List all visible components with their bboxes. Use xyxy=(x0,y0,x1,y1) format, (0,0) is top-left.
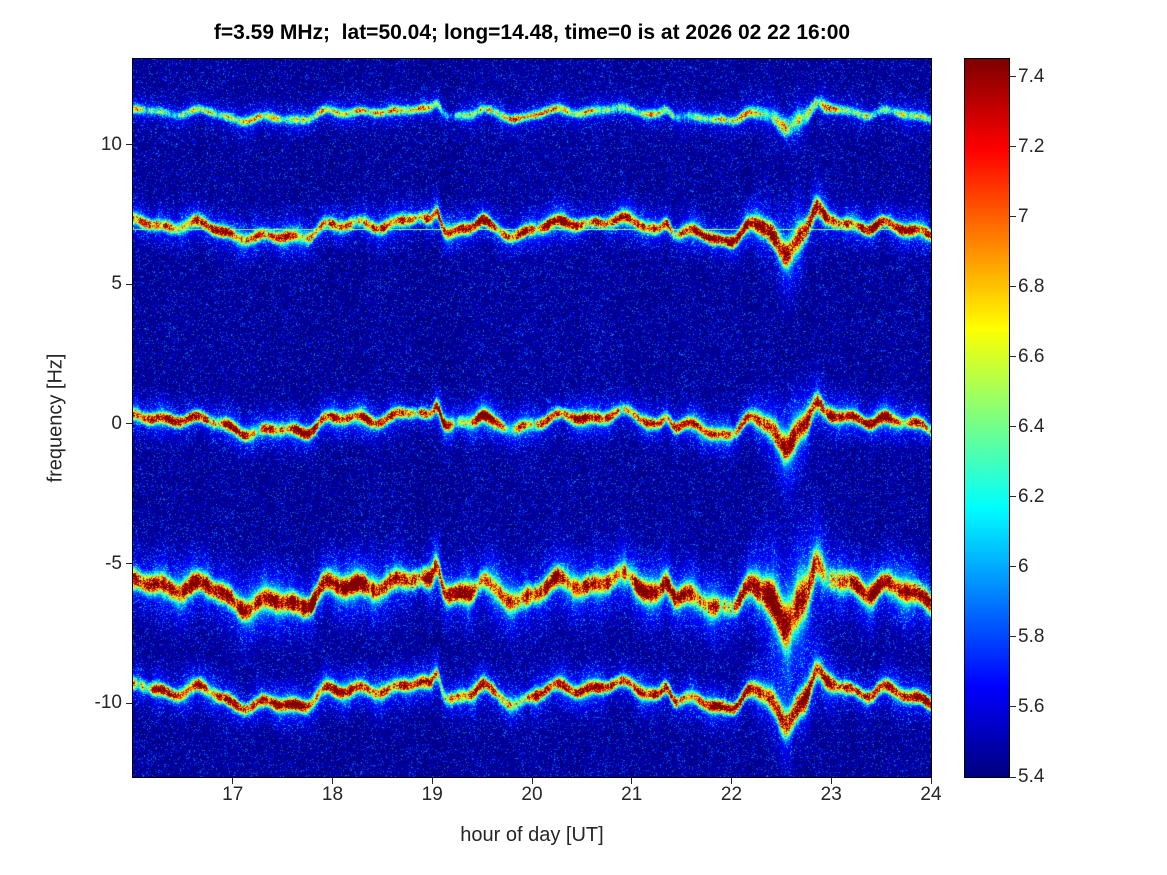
x-tick-mark xyxy=(332,778,333,784)
colorbar-tick-label: 5.8 xyxy=(1018,625,1045,647)
x-tick-mark xyxy=(631,778,633,784)
y-tick-mark xyxy=(126,144,132,146)
x-tick-mark xyxy=(431,778,433,784)
colorbar-tick-label: 5.4 xyxy=(1018,766,1045,787)
y-tick-label: 0 xyxy=(111,412,122,434)
chart-title: f=3.59 MHz; lat=50.04; long=14.48, time=… xyxy=(213,21,851,44)
x-tick-mark xyxy=(531,778,533,784)
x-tick-mark xyxy=(830,778,832,784)
colorbar-tick-mark xyxy=(1010,286,1016,288)
y-tick-label: -10 xyxy=(94,692,122,714)
colorbar-tick-mark xyxy=(1010,706,1016,708)
colorbar-tick-label: 6.6 xyxy=(1018,345,1045,367)
x-tick-label: 17 xyxy=(222,784,244,805)
colorbar-tick-label: 6.2 xyxy=(1018,485,1045,507)
spectrogram-canvas xyxy=(132,58,932,778)
colorbar-tick-mark xyxy=(1010,426,1016,428)
colorbar-tick-mark xyxy=(1010,636,1016,638)
x-tick-label: 24 xyxy=(920,784,942,805)
x-axis-label: hour of day [UT] xyxy=(460,824,604,846)
colorbar-tick-mark xyxy=(1010,356,1016,358)
x-tick-label: 18 xyxy=(321,784,344,805)
y-tick-label: -5 xyxy=(105,552,122,574)
colorbar-tick-label: 6.8 xyxy=(1018,275,1045,297)
colorbar-tick-label: 5.6 xyxy=(1018,695,1045,717)
x-tick-label: 21 xyxy=(621,784,643,805)
x-tick-label: 20 xyxy=(521,784,543,805)
y-tick-mark xyxy=(126,423,132,425)
x-tick-label: 23 xyxy=(820,784,842,805)
colorbar-tick-label: 6 xyxy=(1018,555,1029,577)
y-tick-mark xyxy=(126,283,132,285)
y-tick-mark xyxy=(126,563,132,565)
colorbar-canvas xyxy=(964,58,1010,778)
colorbar-tick-mark xyxy=(1010,216,1016,218)
y-tick-label: 10 xyxy=(100,133,122,155)
y-tick-label: 5 xyxy=(111,273,122,295)
colorbar-tick-mark xyxy=(1010,496,1016,498)
colorbar-tick-label: 6.4 xyxy=(1018,415,1045,437)
colorbar-tick-mark xyxy=(1010,76,1016,77)
x-tick-mark xyxy=(731,778,732,784)
y-tick-mark xyxy=(126,702,132,704)
colorbar-tick-label: 7 xyxy=(1018,205,1029,227)
colorbar-tick-mark xyxy=(1010,776,1016,778)
x-tick-mark xyxy=(930,778,932,784)
colorbar-tick-label: 7.2 xyxy=(1018,135,1045,157)
x-tick-label: 19 xyxy=(421,784,443,805)
colorbar-tick-label: 7.4 xyxy=(1018,65,1045,87)
colorbar-tick-mark xyxy=(1010,146,1016,148)
x-tick-label: 22 xyxy=(720,784,743,805)
x-tick-mark xyxy=(232,778,234,784)
colorbar-tick-mark xyxy=(1010,566,1016,568)
